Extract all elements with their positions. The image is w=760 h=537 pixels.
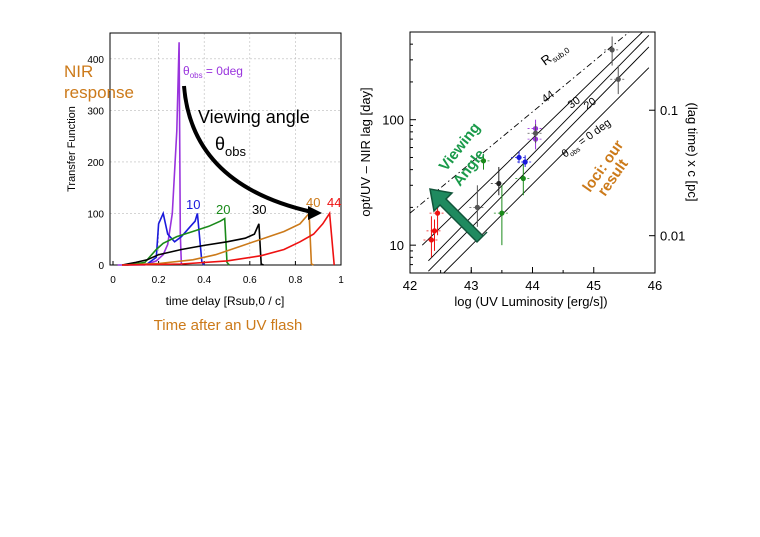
data-point (522, 159, 528, 165)
left-x-axis-label: time delay [Rsub,0 / c] (166, 294, 285, 308)
rsub-line-label: Rsub,0 (538, 39, 572, 70)
data-point (431, 228, 438, 234)
data-point (480, 158, 487, 164)
left-y-tick-label: 100 (87, 209, 104, 220)
right-x-tick-label: 43 (464, 278, 478, 293)
right-x-tick-label: 45 (587, 278, 601, 293)
left-plot-frame (109, 32, 342, 266)
right-x-tick-label: 44 (525, 278, 539, 293)
model-line-Rsub0 (410, 32, 630, 214)
data-point (609, 47, 615, 53)
line-20-label: 20 (582, 96, 599, 113)
line-44-label: 44 (540, 89, 557, 106)
series-line-obs0deg (117, 42, 183, 266)
right-y-tick-label: 100 (382, 113, 404, 128)
data-point (496, 180, 502, 187)
series-line-10 (124, 210, 205, 266)
data-point (520, 175, 526, 182)
right-y2-axis-label: (lag time) x c [pc] (685, 103, 700, 202)
right-x-tick-label: 42 (403, 278, 417, 293)
viewing-angle-label: Viewing angle (198, 107, 310, 127)
nir-label-line1: NIR (64, 62, 93, 81)
viewing-angle-arrow (429, 188, 488, 244)
series-label-10: 10 (186, 197, 200, 212)
left-y-axis-label: Transfer Function (66, 106, 78, 192)
left-x-tick-label: 1 (338, 275, 344, 286)
data-point (615, 76, 621, 82)
curved-arrow (182, 85, 313, 214)
left-x-tick-label: 0.8 (288, 275, 302, 286)
left-y-tick-label: 400 (87, 55, 104, 66)
right-y-tick-label: 10 (390, 238, 404, 253)
series-line-30 (121, 223, 264, 266)
bottom-caption: Time after an UV flash (154, 317, 303, 334)
left-x-tick-label: 0.6 (243, 275, 257, 286)
line-30-label: 30 (566, 95, 583, 112)
data-point (434, 210, 441, 216)
left-y-tick-label: 300 (87, 106, 104, 117)
series-line-40 (122, 211, 314, 266)
data-point (516, 154, 522, 161)
right-y2-tick-label: 0.1 (660, 103, 678, 118)
right-y2-tick-label: 0.01 (660, 229, 685, 244)
right-x-axis-label: log (UV Luminosity [erg/s]) (454, 294, 607, 309)
series-line-44 (122, 211, 335, 266)
left-y-tick-label: 0 (98, 261, 104, 272)
left-y-tick-label: 200 (87, 158, 104, 169)
right-x-tick-label: 46 (648, 278, 662, 293)
left-x-tick-label: 0 (110, 275, 116, 286)
series-label-20: 20 (216, 202, 230, 217)
series-line-20 (126, 217, 230, 266)
theta-zero-label: θobs = 0deg (183, 64, 243, 80)
series-label-44: 44 (327, 195, 341, 210)
left-x-tick-label: 0.2 (152, 275, 166, 286)
right-y-axis-label: opt/UV – NIR lag [day] (358, 87, 373, 216)
data-point (428, 237, 435, 243)
curved-arrow-head (308, 206, 322, 220)
series-label-40: 40 (306, 195, 320, 210)
data-point (532, 130, 539, 136)
left-x-tick-label: 0.4 (197, 275, 211, 286)
series-label-30: 30 (252, 202, 266, 217)
nir-label-line2: response (64, 83, 134, 102)
model-line-20 (428, 46, 650, 272)
viewing-angle-theta: θobs (215, 134, 246, 159)
data-point (499, 210, 505, 216)
data-point (474, 204, 480, 210)
